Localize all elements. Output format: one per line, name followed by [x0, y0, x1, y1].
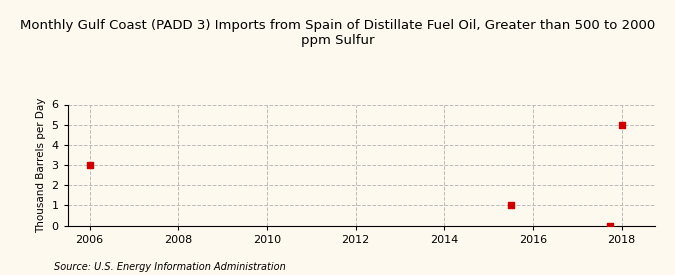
- Point: [616, 122, 627, 127]
- Point: [84, 163, 95, 167]
- Point: [605, 223, 616, 228]
- Point: [506, 203, 516, 208]
- Text: Monthly Gulf Coast (PADD 3) Imports from Spain of Distillate Fuel Oil, Greater t: Monthly Gulf Coast (PADD 3) Imports from…: [20, 19, 655, 47]
- Text: Source: U.S. Energy Information Administration: Source: U.S. Energy Information Administ…: [54, 262, 286, 272]
- Y-axis label: Thousand Barrels per Day: Thousand Barrels per Day: [36, 97, 46, 233]
